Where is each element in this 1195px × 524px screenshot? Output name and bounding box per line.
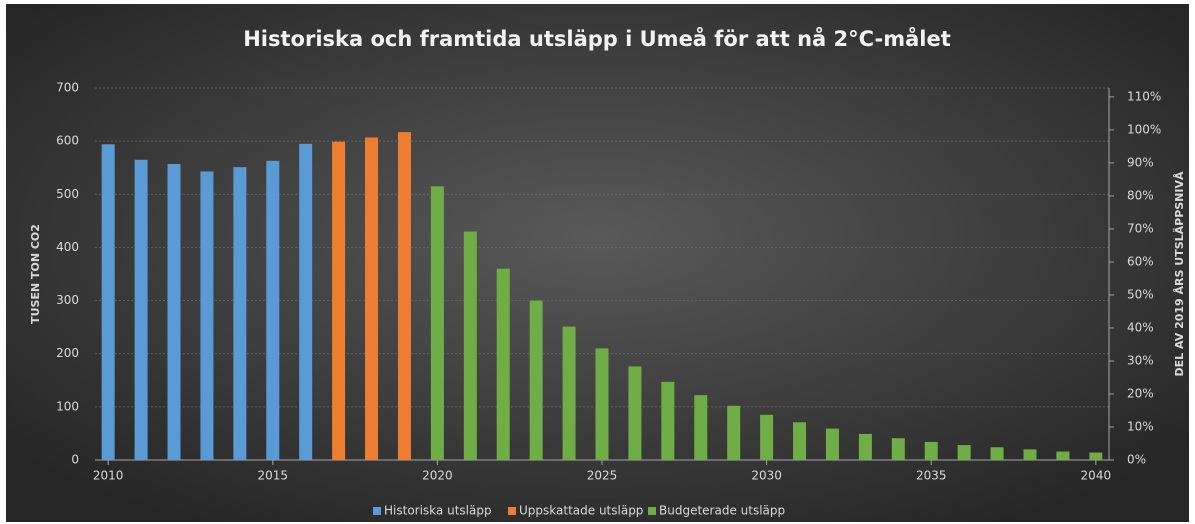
x-tick-label: 2040 <box>1081 469 1112 483</box>
bar <box>858 433 872 460</box>
y-tick-label: 300 <box>56 293 79 307</box>
y2-tick-label: 0% <box>1127 453 1146 467</box>
x-tick-label: 2020 <box>422 469 453 483</box>
y2-tick-label: 100% <box>1127 122 1161 136</box>
legend-label: Budgeterade utsläpp <box>659 504 785 518</box>
bar <box>463 231 477 460</box>
y2-tick-label: 50% <box>1127 287 1154 301</box>
bar <box>628 366 642 460</box>
x-tick-label: 2030 <box>751 469 782 483</box>
y-tick-label: 200 <box>56 346 79 360</box>
bar <box>134 159 148 460</box>
bar <box>299 143 313 461</box>
bar <box>1023 449 1037 460</box>
legend-swatch <box>373 507 381 515</box>
chart-title: Historiska och framtida utsläpp i Umeå f… <box>243 26 951 51</box>
y2-tick-label: 70% <box>1127 221 1154 235</box>
bar <box>957 445 971 460</box>
bar <box>760 414 774 460</box>
bar <box>496 268 510 460</box>
bar <box>101 144 115 460</box>
bar <box>1089 452 1103 460</box>
y2-tick-label: 20% <box>1127 386 1154 400</box>
bar <box>1056 451 1070 460</box>
bar <box>397 132 411 460</box>
bar <box>562 326 576 460</box>
bar <box>661 381 675 460</box>
y-tick-label: 600 <box>56 134 79 148</box>
legend-label: Historiska utsläpp <box>384 504 492 518</box>
bar <box>200 171 214 461</box>
bar <box>924 441 938 460</box>
y2-tick-label: 90% <box>1127 155 1154 169</box>
y-tick-label: 700 <box>56 81 79 95</box>
y-tick-label: 100 <box>56 399 79 413</box>
legend-swatch <box>648 507 656 515</box>
y2-tick-label: 110% <box>1127 89 1161 103</box>
x-tick-label: 2010 <box>93 469 124 483</box>
bar <box>365 137 379 460</box>
x-tick-label: 2025 <box>587 469 618 483</box>
bar <box>825 428 839 460</box>
bar <box>430 186 444 461</box>
legend-swatch <box>508 507 516 515</box>
bar <box>529 300 543 460</box>
bar <box>793 422 807 460</box>
y2-tick-label: 60% <box>1127 254 1154 268</box>
y2-tick-label: 80% <box>1127 188 1154 202</box>
bar <box>332 141 346 460</box>
bar <box>891 438 905 460</box>
x-tick-label: 2015 <box>258 469 289 483</box>
y-tick-label: 500 <box>56 187 79 201</box>
y-tick-label: 400 <box>56 240 79 254</box>
bar <box>266 160 280 460</box>
y2-tick-label: 40% <box>1127 320 1154 334</box>
bar <box>727 405 741 460</box>
bar <box>595 348 609 460</box>
bar <box>233 167 247 460</box>
y-tick-label: 0 <box>71 453 79 467</box>
bar <box>694 395 708 460</box>
y2-axis-title: DEL AV 2019 ÅRS UTSLÄPPSNIVÅ <box>1172 171 1186 377</box>
x-tick-label: 2035 <box>916 469 947 483</box>
bar <box>167 163 181 460</box>
legend-label: Uppskattade utsläpp <box>519 504 643 518</box>
y2-tick-label: 30% <box>1127 353 1154 367</box>
y2-tick-label: 10% <box>1127 419 1154 433</box>
bar <box>990 447 1004 460</box>
y-axis-title: TUSEN TON CO2 <box>29 224 42 324</box>
